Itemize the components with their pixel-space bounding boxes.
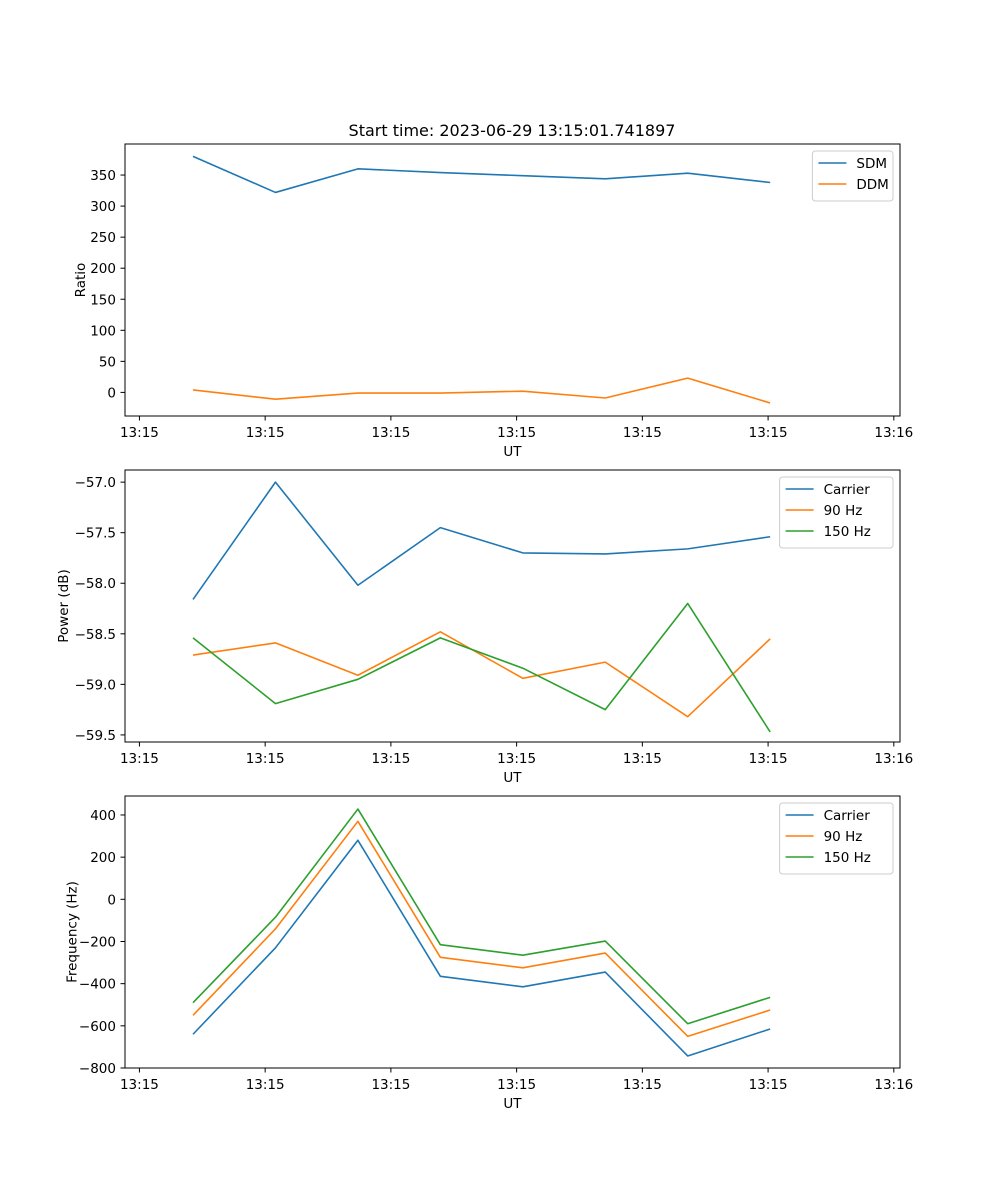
power-xtick-label: 13:15 — [497, 751, 536, 767]
frequency-series-line-90-hz — [192, 820, 771, 1038]
power-xtick-label: 13:15 — [371, 751, 410, 767]
frequency-xtick-label: 13:15 — [371, 1077, 410, 1093]
frequency-legend: Carrier 90 Hz 150 Hz — [779, 802, 894, 875]
ratio-legend-label: DDM — [856, 177, 888, 193]
power-legend-label: 90 Hz — [824, 503, 863, 519]
frequency-xtick-label: 13:15 — [497, 1077, 536, 1093]
power-xtick-label: 13:15 — [749, 751, 788, 767]
figure-title: Start time: 2023-06-29 13:15:01.741897 — [349, 121, 676, 140]
power-xtick-label: 13:15 — [120, 751, 159, 767]
ratio-ytick-label: 50 — [99, 354, 116, 370]
power-chart: 13:15 13:15 13:15 13:15 13:15 13:15 13:16 UT −59… — [56, 469, 913, 786]
ratio-xtick-label: 13:15 — [371, 425, 410, 441]
ratio-ytick-label: 200 — [90, 261, 116, 277]
frequency-axes-frame — [124, 795, 901, 1069]
ratio-legend-label: SDM — [856, 156, 887, 172]
frequency-ytick-label: 400 — [90, 808, 116, 824]
frequency-ytick-label: 200 — [90, 850, 116, 866]
power-series-line-carrier — [192, 481, 771, 600]
ratio-axes-frame — [124, 143, 901, 417]
frequency-y-axis-label: Frequency (Hz) — [65, 881, 81, 983]
power-series-line-90-hz — [192, 630, 771, 718]
frequency-xtick-label: 13:15 — [120, 1077, 159, 1093]
ratio-ytick-label: 0 — [107, 385, 116, 401]
frequency-x-axis-label: UT — [503, 1096, 522, 1112]
frequency-xtick-label: 13:15 — [749, 1077, 788, 1093]
ratio-legend: SDM DDM — [811, 150, 894, 202]
ratio-ytick-label: 300 — [90, 199, 116, 215]
frequency-legend-label: Carrier — [824, 808, 871, 824]
frequency-ytick-label: −200 — [79, 934, 116, 950]
frequency-xtick-label: 13:15 — [623, 1077, 662, 1093]
power-ytick-label: −57.5 — [75, 526, 116, 542]
frequency-ytick-label: 0 — [107, 892, 116, 908]
subplots: 13:15 13:15 13:15 13:15 13:15 13:15 13:16 UT 0 50… — [56, 143, 913, 1112]
ratio-xtick-label: 13:15 — [497, 425, 536, 441]
power-axes-frame — [124, 469, 901, 743]
power-legend-label: Carrier — [824, 482, 871, 498]
power-legend-label: 150 Hz — [824, 524, 871, 540]
power-legend: Carrier 90 Hz 150 Hz — [779, 476, 894, 549]
power-series-line-150-hz — [192, 602, 771, 733]
power-ytick-label: −58.0 — [75, 576, 116, 592]
frequency-chart: 13:15 13:15 13:15 13:15 13:15 13:15 13:16 UT −80… — [65, 795, 913, 1112]
ratio-xtick-label: 13:15 — [623, 425, 662, 441]
frequency-ytick-label: −800 — [79, 1061, 116, 1077]
ratio-series-line-sdm — [192, 155, 771, 194]
ratio-x-axis-label: UT — [503, 444, 522, 460]
ratio-ytick-label: 150 — [90, 292, 116, 308]
ratio-ytick-label: 250 — [90, 230, 116, 246]
frequency-series-line-carrier — [192, 839, 771, 1057]
frequency-legend-label: 150 Hz — [824, 850, 871, 866]
power-ytick-label: −59.5 — [75, 728, 116, 744]
power-ytick-label: −59.0 — [75, 677, 116, 693]
ratio-xtick-label: 13:15 — [749, 425, 788, 441]
power-x-axis-label: UT — [503, 770, 522, 786]
ratio-xtick-label: 13:15 — [246, 425, 285, 441]
ratio-xtick-label: 13:15 — [120, 425, 159, 441]
frequency-xtick-label: 13:16 — [874, 1077, 913, 1093]
frequency-ytick-label: −600 — [79, 1019, 116, 1035]
ratio-ytick-label: 350 — [90, 168, 116, 184]
ratio-chart: 13:15 13:15 13:15 13:15 13:15 13:15 13:16 UT 0 50… — [73, 143, 913, 460]
power-xtick-label: 13:16 — [874, 751, 913, 767]
power-ytick-label: −58.5 — [75, 627, 116, 643]
power-y-axis-label: Power (dB) — [56, 569, 72, 642]
frequency-series-line-150-hz — [192, 808, 771, 1025]
ratio-ytick-label: 100 — [90, 323, 116, 339]
ratio-xtick-label: 13:16 — [874, 425, 913, 441]
ratio-series-line-ddm — [192, 377, 771, 404]
frequency-ytick-label: −400 — [79, 977, 116, 993]
frequency-legend-label: 90 Hz — [824, 829, 863, 845]
frequency-xtick-label: 13:15 — [246, 1077, 285, 1093]
ratio-y-axis-label: Ratio — [73, 263, 89, 298]
power-ytick-label: −57.0 — [75, 475, 116, 491]
power-xtick-label: 13:15 — [623, 751, 662, 767]
power-xtick-label: 13:15 — [246, 751, 285, 767]
